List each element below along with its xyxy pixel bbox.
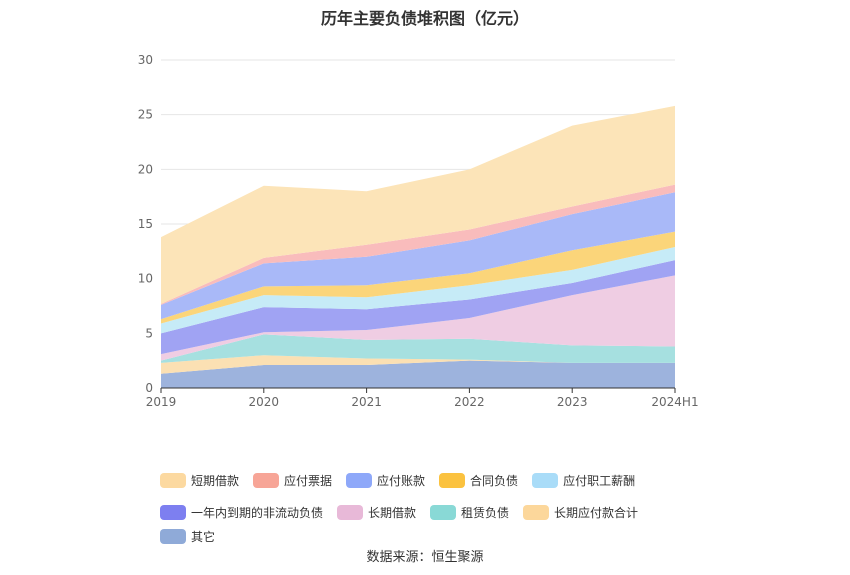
area-series-租赁负债 [161, 334, 675, 363]
area-series-一年内到期的非流动负债 [161, 260, 675, 355]
area-series [161, 105, 675, 388]
y-tick-label: 25 [138, 108, 153, 122]
x-tick-label: 2020 [249, 395, 280, 409]
y-tick-label: 15 [138, 217, 153, 231]
legend-swatch [337, 504, 364, 520]
area-series-长期应付款合计 [161, 355, 675, 374]
legend-label: 应付票据 [284, 473, 333, 488]
y-tick-label: 5 [145, 326, 153, 340]
area-series-应付账款 [161, 192, 675, 320]
legend-label: 应付账款 [377, 473, 426, 488]
legend-item[interactable]: 应付票据 [253, 472, 332, 488]
x-tick-label: 2023 [557, 395, 588, 409]
legend-swatch [430, 504, 457, 520]
legend-item[interactable]: 应付账款 [346, 472, 425, 488]
legend-swatch [439, 472, 466, 488]
source-note: 数据来源：恒生聚源 [366, 550, 484, 565]
y-tick-label: 20 [138, 162, 153, 176]
legend: 短期借款 应付票据 应付账款 合同负债 应付职工薪酬一年内到期的非流动负债 长期借款 租赁负… [160, 472, 720, 544]
x-tick-label: 2022 [454, 395, 485, 409]
legend-label: 应付职工薪酬 [563, 473, 636, 488]
legend-item[interactable]: 其它 [160, 528, 215, 544]
legend-label: 合同负债 [470, 473, 519, 488]
area-series-其它 [161, 360, 675, 388]
legend-label: 一年内到期的非流动负债 [191, 505, 324, 520]
legend-item[interactable]: 一年内到期的非流动负债 [160, 504, 323, 520]
area-series-长期借款 [161, 275, 675, 361]
legend-label: 短期借款 [191, 473, 240, 488]
area-series-短期借款 [161, 105, 675, 304]
legend-swatch [160, 504, 186, 520]
legend-swatch [346, 472, 373, 488]
legend-item[interactable]: 应付职工薪酬 [532, 472, 635, 488]
y-tick-label: 30 [138, 53, 153, 67]
legend-swatch [532, 472, 559, 488]
y-tick-label: 10 [138, 272, 153, 286]
legend-label: 长期借款 [368, 505, 417, 520]
legend-item[interactable]: 合同负债 [439, 472, 518, 488]
legend-item[interactable]: 长期应付款合计 [523, 504, 638, 520]
legend-label: 长期应付款合计 [554, 505, 639, 520]
x-tick-label: 2024H1 [651, 395, 698, 409]
area-series-应付票据 [161, 184, 675, 305]
x-tick-label: 2019 [146, 395, 177, 409]
legend-label: 租赁负债 [461, 505, 510, 520]
legend-item[interactable]: 租赁负债 [430, 504, 509, 520]
legend-item[interactable]: 短期借款 [160, 472, 239, 488]
legend-swatch [253, 472, 280, 488]
stacked-area-chart: 0 5 10 15 20 25 30 2019 2020 2021 2022 2023 2024H1 [138, 53, 699, 409]
legend-swatch [160, 472, 186, 488]
chart-title: 历年主要负债堆积图（亿元） [320, 9, 529, 28]
legend-item[interactable]: 长期借款 [337, 504, 416, 520]
legend-swatch [160, 528, 186, 544]
axes: 0 5 10 15 20 25 30 2019 2020 2021 2022 2023 2024H1 [138, 53, 699, 409]
legend-swatch [523, 504, 550, 520]
legend-label: 其它 [191, 529, 216, 544]
y-tick-label: 0 [145, 381, 153, 395]
x-tick-label: 2021 [351, 395, 382, 409]
